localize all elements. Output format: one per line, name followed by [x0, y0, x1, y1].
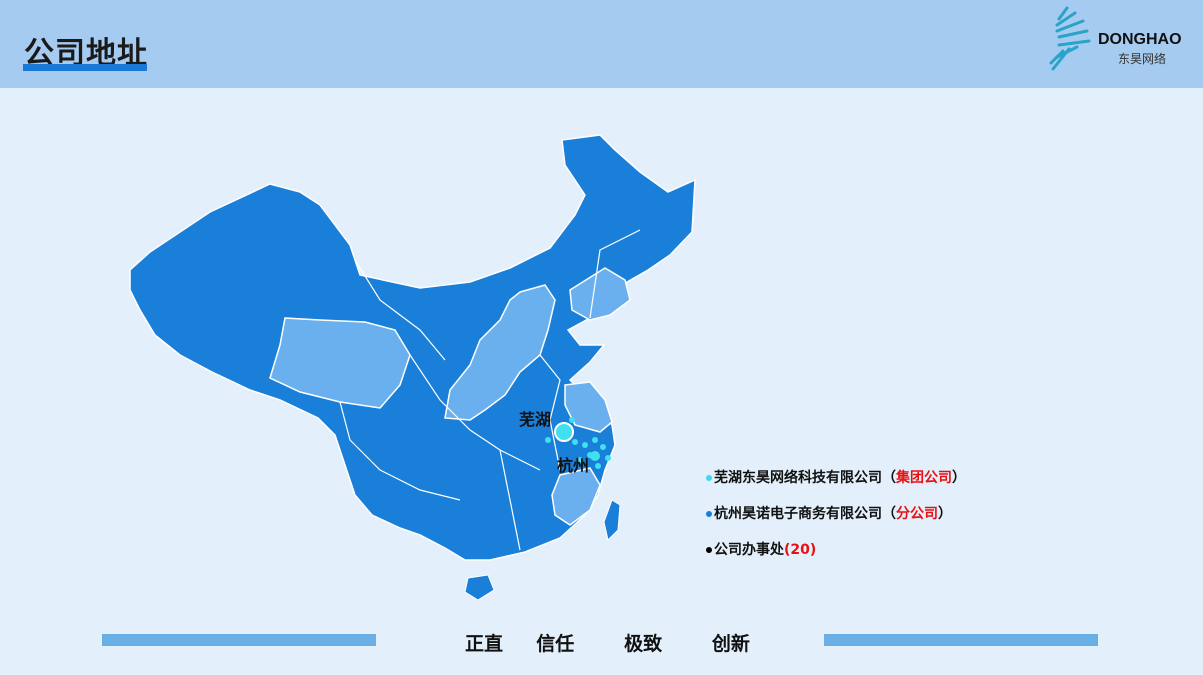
legend-highlight: (20) [784, 542, 817, 558]
taiwan [603, 499, 621, 541]
footer-bar-left [102, 634, 376, 646]
legend-item-hangzhou: 杭州昊诺电子商务有限公司（分公司） [706, 503, 952, 523]
paren: ） [938, 506, 952, 522]
title-underline [23, 64, 147, 71]
province-qinghai [269, 317, 411, 409]
legend-text: 公司办事处 [714, 542, 784, 558]
paren: （ [882, 506, 896, 522]
hainan [464, 574, 495, 601]
china-mainland [129, 134, 696, 561]
cyan-dot-icon [706, 475, 712, 481]
logo-subtitle: 东昊网络 [1118, 52, 1167, 66]
province-fujian [551, 467, 601, 526]
blue-dot-icon [706, 511, 712, 517]
header [0, 0, 1203, 88]
city-label-wuhu: 芜湖 [519, 410, 552, 429]
black-dot-icon [706, 547, 712, 553]
legend-text: 芜湖东昊网络科技有限公司 [714, 470, 882, 486]
wuhu-marker [554, 422, 574, 442]
logo-icon [1049, 6, 1091, 71]
legend-highlight: 集团公司 [896, 470, 952, 486]
province-liaoning [569, 267, 631, 321]
office-markers [545, 417, 611, 469]
province-jiangsu [564, 381, 613, 433]
paren: （ [882, 470, 896, 486]
hangzhou-marker [590, 451, 600, 461]
legend-text: 杭州昊诺电子商务有限公司 [714, 506, 882, 522]
slogan: 正直 信任 极致 创新 [465, 633, 750, 655]
legend-item-offices: 公司办事处(20) [706, 539, 816, 559]
legend-item-wuhu: 芜湖东昊网络科技有限公司（集团公司） [706, 467, 966, 487]
province-shaanxi-shanxi [444, 284, 556, 421]
province-borders [339, 229, 641, 551]
city-label-hangzhou: 杭州 [557, 456, 590, 475]
logo-brand: DONGHAO [1098, 31, 1182, 48]
legend-highlight: 分公司 [896, 506, 938, 522]
paren: ） [952, 470, 966, 486]
footer-bar-right [824, 634, 1098, 646]
